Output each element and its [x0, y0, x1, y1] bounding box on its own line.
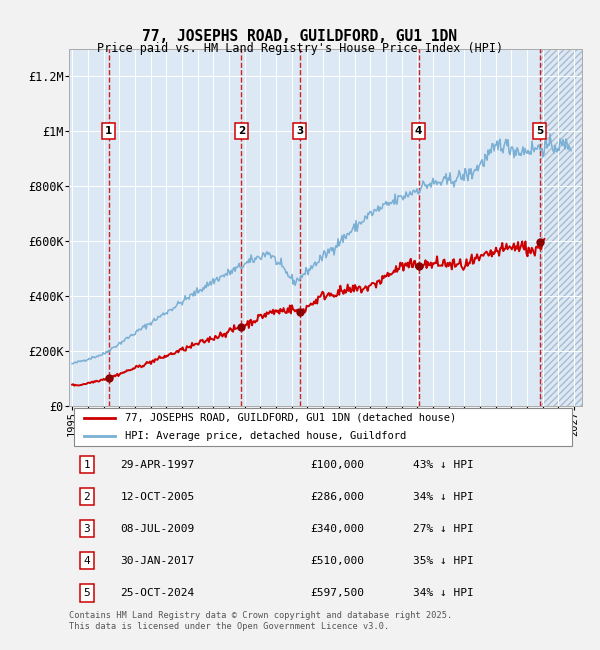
Text: 34% ↓ HPI: 34% ↓ HPI: [413, 588, 473, 598]
Text: 30-JAN-2017: 30-JAN-2017: [121, 556, 194, 566]
Text: £510,000: £510,000: [310, 556, 364, 566]
Text: 77, JOSEPHS ROAD, GUILDFORD, GU1 1DN (detached house): 77, JOSEPHS ROAD, GUILDFORD, GU1 1DN (de…: [125, 413, 457, 422]
Text: 25-OCT-2024: 25-OCT-2024: [121, 588, 194, 598]
Text: 5: 5: [536, 126, 544, 136]
Text: 3: 3: [296, 126, 304, 136]
Text: 27% ↓ HPI: 27% ↓ HPI: [413, 524, 473, 534]
Text: 1: 1: [105, 126, 112, 136]
Text: 77, JOSEPHS ROAD, GUILDFORD, GU1 1DN: 77, JOSEPHS ROAD, GUILDFORD, GU1 1DN: [143, 29, 458, 44]
Text: £100,000: £100,000: [310, 460, 364, 469]
Text: 29-APR-1997: 29-APR-1997: [121, 460, 194, 469]
Text: 12-OCT-2005: 12-OCT-2005: [121, 491, 194, 502]
Text: Price paid vs. HM Land Registry's House Price Index (HPI): Price paid vs. HM Land Registry's House …: [97, 42, 503, 55]
FancyBboxPatch shape: [74, 408, 572, 447]
Text: £597,500: £597,500: [310, 588, 364, 598]
Text: 4: 4: [83, 556, 91, 566]
Text: £286,000: £286,000: [310, 491, 364, 502]
Text: £340,000: £340,000: [310, 524, 364, 534]
Text: 3: 3: [83, 524, 91, 534]
Text: 08-JUL-2009: 08-JUL-2009: [121, 524, 194, 534]
Text: 2: 2: [83, 491, 91, 502]
Text: 35% ↓ HPI: 35% ↓ HPI: [413, 556, 473, 566]
Text: Contains HM Land Registry data © Crown copyright and database right 2025.
This d: Contains HM Land Registry data © Crown c…: [69, 611, 452, 630]
Text: 5: 5: [83, 588, 91, 598]
Bar: [540, 49, 582, 406]
Text: 34% ↓ HPI: 34% ↓ HPI: [413, 491, 473, 502]
Text: 1: 1: [83, 460, 91, 469]
Text: 2: 2: [238, 126, 245, 136]
Text: HPI: Average price, detached house, Guildford: HPI: Average price, detached house, Guil…: [125, 432, 407, 441]
Text: 4: 4: [415, 126, 422, 136]
Text: 43% ↓ HPI: 43% ↓ HPI: [413, 460, 473, 469]
